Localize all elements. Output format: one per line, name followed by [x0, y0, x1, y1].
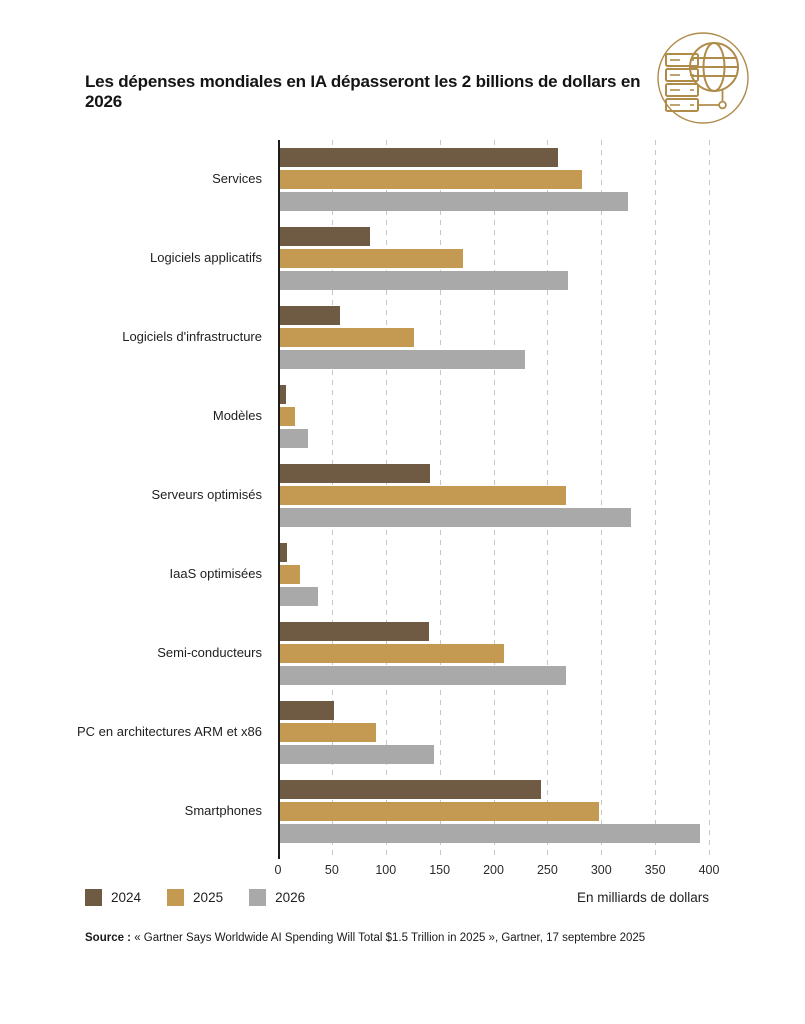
bar-2025	[278, 328, 414, 347]
bar-2024	[278, 227, 370, 246]
bar-2026	[278, 508, 632, 527]
bar-2025	[278, 486, 566, 505]
bar-2025	[278, 644, 505, 663]
bar-2025	[278, 723, 377, 742]
x-tick-label: 300	[590, 863, 612, 877]
category-label: PC en architectures ARM et x86	[77, 724, 262, 740]
y-axis-line	[278, 140, 280, 859]
legend-swatch-icon	[249, 889, 267, 906]
x-tick-label: 0	[274, 863, 282, 877]
x-tick-label: 50	[324, 863, 339, 877]
chart-row: Logiciels applicatifs	[75, 219, 725, 298]
x-tick-label: 200	[483, 863, 504, 877]
bar-group	[278, 140, 709, 219]
bar-2026	[278, 271, 568, 290]
bar-2026	[278, 824, 701, 843]
bar-group	[278, 772, 709, 851]
bar-group	[278, 298, 709, 377]
x-axis-ticks: 0 50 100 150 200 250 300 350 400	[274, 863, 720, 879]
legend-swatch-icon	[167, 889, 185, 906]
chart-row: PC en architectures ARM et x86	[75, 693, 725, 772]
chart-row: Modèles	[75, 377, 725, 456]
server-rack-icon	[665, 53, 699, 112]
bar-group	[278, 693, 709, 772]
chart-row: Semi-conducteurs	[75, 614, 725, 693]
legend-row: 2024 2025 2026 En milliards de dollars	[85, 889, 709, 906]
category-label: Smartphones	[184, 803, 262, 819]
source-note: Source : « Gartner Says Worldwide AI Spe…	[85, 932, 645, 944]
bar-2026	[278, 587, 318, 606]
x-tick-label: 250	[536, 863, 558, 877]
bar-2024	[278, 385, 286, 404]
chart-row: IaaS optimisées	[75, 535, 725, 614]
bar-chart: Services Logiciels applicatifs Logiciels d…	[75, 140, 725, 900]
logo-icon	[657, 32, 749, 124]
bar-2026	[278, 745, 435, 764]
legend-swatch-icon	[85, 889, 102, 906]
x-tick-label: 350	[644, 863, 666, 877]
bar-group	[278, 456, 709, 535]
connector-icon	[698, 90, 727, 110]
bar-2024	[278, 543, 287, 562]
chart-row: Logiciels d'infrastructure	[75, 298, 725, 377]
bar-2026	[278, 429, 309, 448]
category-label: Services	[212, 171, 262, 187]
category-label: Modèles	[212, 408, 262, 424]
bar-group	[278, 614, 709, 693]
bar-group	[278, 219, 709, 298]
chart-row: Serveurs optimisés	[75, 456, 725, 535]
bar-2024	[278, 464, 430, 483]
globe-and-servers-logo	[653, 26, 753, 128]
legend-item-2026: 2026	[249, 889, 305, 906]
bar-2025	[278, 802, 600, 821]
source-prefix: Source :	[85, 932, 132, 944]
bar-2026	[278, 666, 566, 685]
bar-2025	[278, 170, 582, 189]
legend-item-2024: 2024	[85, 889, 141, 906]
bar-2024	[278, 148, 559, 167]
bar-2024	[278, 780, 541, 799]
chart-rows: Services Logiciels applicatifs Logiciels d…	[75, 140, 725, 851]
chart-row: Services	[75, 140, 725, 219]
bar-2025	[278, 407, 296, 426]
legend-label: 2026	[275, 890, 306, 905]
legend: 2024 2025 2026	[85, 889, 305, 906]
bar-2026	[278, 192, 629, 211]
source-text: « Gartner Says Worldwide AI Spending Wil…	[131, 932, 646, 944]
chart-row: Smartphones	[75, 772, 725, 851]
category-label: IaaS optimisées	[169, 566, 263, 582]
legend-label: 2024	[111, 890, 142, 905]
bar-2026	[278, 350, 525, 369]
logo-circle-icon	[657, 32, 749, 124]
x-tick-label: 400	[698, 863, 720, 877]
x-tick-label: 150	[429, 863, 451, 877]
page-title: Les dépenses mondiales en IA dépasseront…	[85, 72, 641, 111]
axis-unit-label: En milliards de dollars	[576, 890, 709, 905]
bar-group	[278, 377, 709, 456]
category-label: Logiciels d'infrastructure	[122, 329, 262, 345]
x-tick-label: 100	[375, 863, 397, 877]
bar-2025	[278, 249, 464, 268]
bar-2024	[278, 701, 335, 720]
bar-2024	[278, 622, 429, 641]
category-label: Logiciels applicatifs	[149, 250, 262, 266]
bar-group	[278, 535, 709, 614]
legend-label: 2025	[193, 890, 224, 905]
bar-2024	[278, 306, 341, 325]
category-label: Serveurs optimisés	[151, 487, 262, 503]
bar-2025	[278, 565, 300, 584]
legend-item-2025: 2025	[167, 889, 223, 906]
category-label: Semi-conducteurs	[157, 645, 262, 661]
